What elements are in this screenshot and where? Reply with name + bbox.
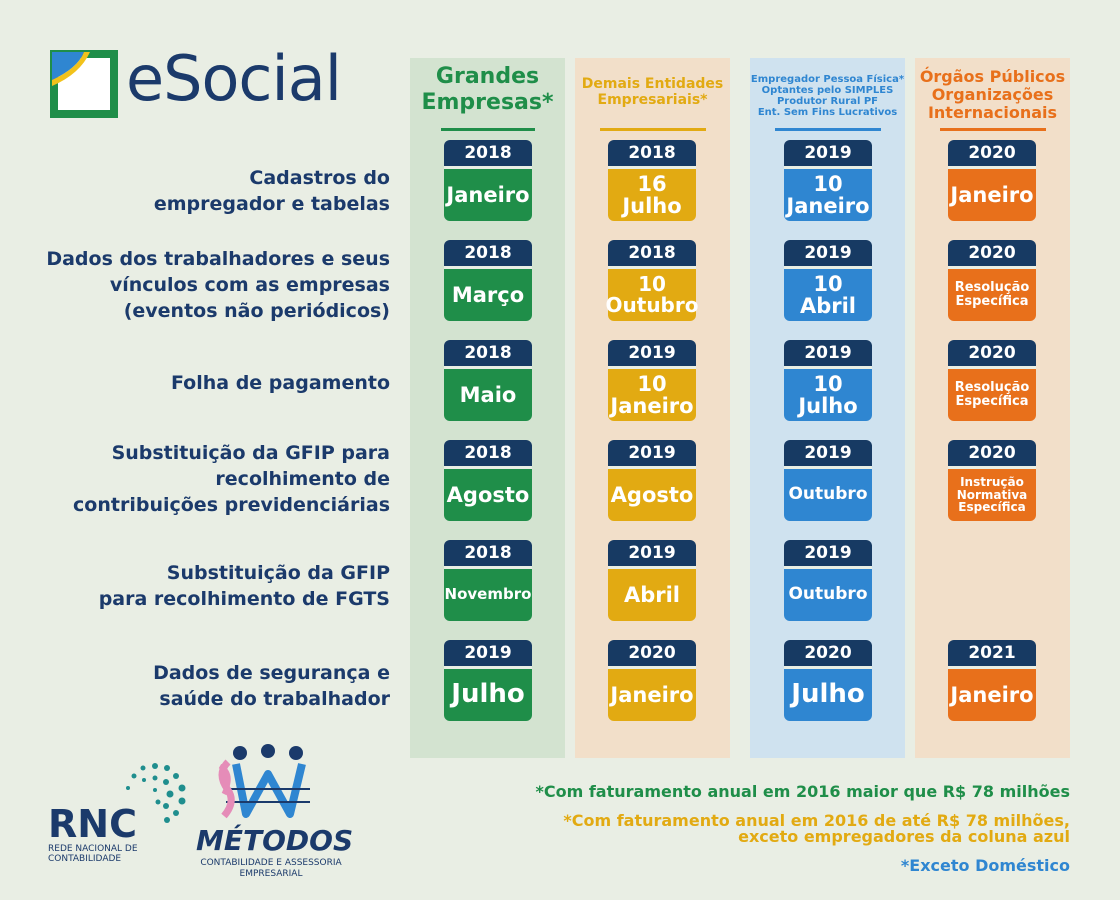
cell-value: 10 Julho [784, 366, 872, 421]
cell-value: Outubro [784, 566, 872, 621]
schedule-cell: 2018 Maio [444, 340, 532, 421]
row-label: Substituição da GFIP para recolhimento d… [98, 562, 390, 610]
schedule-cell: 2018 16 Julho [608, 140, 696, 221]
cell-value: Julho [784, 666, 872, 721]
cell-year: 2019 [608, 440, 696, 466]
column-header-grandes: Grandes Empresas* [421, 64, 554, 115]
schedule-cell: 2020 Janeiro [608, 640, 696, 721]
cell-year: 2019 [784, 140, 872, 166]
rnc-logo: RNC REDE NACIONAL DE CONTABILIDADE [48, 760, 198, 870]
cell-value: Instrução Normativa Específica [948, 466, 1036, 521]
cell-year: 2018 [444, 440, 532, 466]
footnote-grandes: *Com faturamento anual em 2016 maior que… [535, 782, 1070, 801]
column-underline-grandes [440, 128, 535, 131]
cell-value: Agosto [608, 466, 696, 521]
metodos-name: MÉTODOS [196, 824, 354, 857]
esocial-logo-text: eSocial [126, 42, 342, 115]
cell-value: Março [444, 266, 532, 321]
cell-value: Outubro [784, 466, 872, 521]
row-label: Folha de pagamento [170, 372, 390, 394]
column-header-demais: Demais Entidades Empresariais* [581, 76, 724, 108]
schedule-cell: 2019 10 Janeiro [608, 340, 696, 421]
rnc-name: RNC [48, 802, 137, 846]
cell-value: 16 Julho [608, 166, 696, 221]
cell-value: Maio [444, 366, 532, 421]
esocial-logo-icon [50, 50, 118, 118]
cell-value: Novembro [444, 566, 532, 621]
cell-year: 2020 [948, 440, 1036, 466]
metodos-subtitle: CONTABILIDADE E ASSESSORIA EMPRESARIAL [200, 858, 342, 879]
rnc-subtitle: REDE NACIONAL DE CONTABILIDADE [48, 844, 138, 864]
cell-value: Abril [608, 566, 696, 621]
metodos-logo: MÉTODOS CONTABILIDADE E ASSESSORIA EMPRE… [196, 744, 354, 884]
column-underline-pf [774, 128, 881, 131]
schedule-cell: 2019 10 Julho [784, 340, 872, 421]
schedule-cell: 2019 Abril [608, 540, 696, 621]
schedule-cell: 2019 10 Abril [784, 240, 872, 321]
schedule-cell: 2019 Outubro [784, 440, 872, 521]
cell-year: 2019 [608, 340, 696, 366]
cell-value: 10 Janeiro [608, 366, 696, 421]
column-underline-demais [599, 128, 706, 131]
cell-year: 2018 [444, 340, 532, 366]
schedule-cell: 2020 Instrução Normativa Específica [948, 440, 1036, 521]
cell-year: 2018 [608, 240, 696, 266]
schedule-cell: 2020 Resolução Específica [948, 340, 1036, 421]
row-label: Cadastros do empregador e tabelas [153, 167, 390, 215]
cell-year: 2019 [444, 640, 532, 666]
cell-year: 2018 [608, 140, 696, 166]
cell-year: 2020 [948, 240, 1036, 266]
column-underline-orgaos [939, 128, 1046, 131]
esocial-logo: eSocial [50, 42, 350, 125]
schedule-cell: 2019 Agosto [608, 440, 696, 521]
schedule-cell: 2018 Janeiro [444, 140, 532, 221]
schedule-cell: 2018 Agosto [444, 440, 532, 521]
row-label: Dados dos trabalhadores e seus vínculos … [46, 248, 390, 322]
schedule-cell: 2018 Março [444, 240, 532, 321]
schedule-cell: 2018 Novembro [444, 540, 532, 621]
cell-year: 2020 [948, 340, 1036, 366]
cell-value: Julho [444, 666, 532, 721]
rnc-dots-icon [126, 763, 186, 823]
schedule-cell: 2021 Janeiro [948, 640, 1036, 721]
schedule-cell: 2019 10 Janeiro [784, 140, 872, 221]
cell-value: 10 Abril [784, 266, 872, 321]
schedule-cell: 2018 10 Outubro [606, 240, 698, 321]
metodos-figures-icon [218, 744, 310, 819]
row-label: Dados de segurança e saúde do trabalhado… [153, 662, 390, 710]
row-label: Substituição da GFIP para recolhimento d… [73, 442, 390, 516]
cell-year: 2019 [784, 340, 872, 366]
column-header-pf: Empregador Pessoa Física* Optantes pelo … [750, 74, 905, 118]
cell-year: 2018 [444, 540, 532, 566]
schedule-cell: 2020 Julho [784, 640, 872, 721]
schedule-cell: 2020 Resolução Específica [948, 240, 1036, 321]
schedule-cell: 2019 Outubro [784, 540, 872, 621]
cell-year: 2019 [608, 540, 696, 566]
cell-year: 2019 [784, 240, 872, 266]
cell-year: 2019 [784, 440, 872, 466]
cell-year: 2020 [784, 640, 872, 666]
cell-value: Janeiro [608, 666, 696, 721]
cell-value: 10 Outubro [606, 266, 698, 321]
cell-value: 10 Janeiro [784, 166, 872, 221]
cell-value: Janeiro [444, 166, 532, 221]
cell-year: 2019 [784, 540, 872, 566]
cell-value: Janeiro [948, 666, 1036, 721]
cell-year: 2018 [444, 240, 532, 266]
cell-value: Resolução Específica [948, 366, 1036, 421]
cell-value: Resolução Específica [948, 266, 1036, 321]
cell-year: 2021 [948, 640, 1036, 666]
column-header-orgaos: Órgãos Públicos Organizações Internacion… [919, 67, 1066, 122]
schedule-cell: 2020 Janeiro [948, 140, 1036, 221]
footnote-domestico: *Exceto Doméstico [900, 856, 1070, 875]
cell-value: Agosto [444, 466, 532, 521]
cell-year: 2020 [608, 640, 696, 666]
footnote-demais: *Com faturamento anual em 2016 de até R$… [563, 811, 1070, 846]
cell-value: Janeiro [948, 166, 1036, 221]
cell-year: 2018 [444, 140, 532, 166]
schedule-cell: 2019 Julho [444, 640, 532, 721]
cell-year: 2020 [948, 140, 1036, 166]
